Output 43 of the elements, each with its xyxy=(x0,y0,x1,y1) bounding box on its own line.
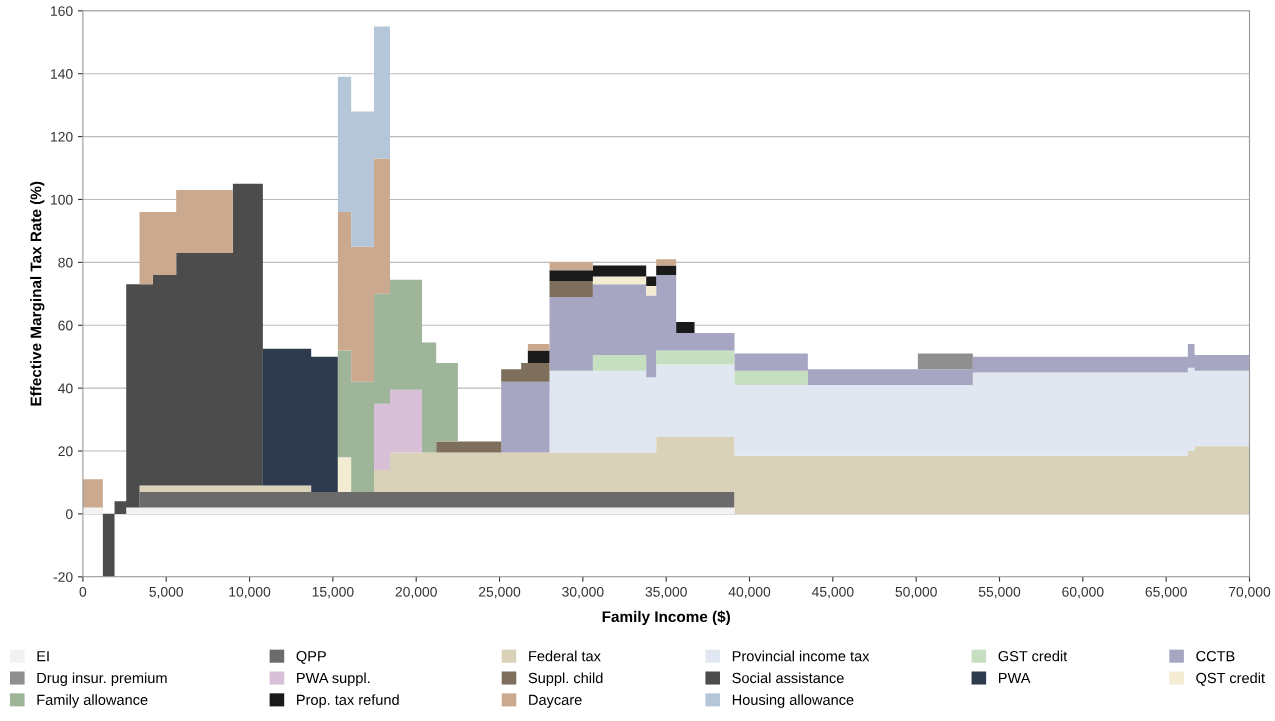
legend-label: PWA xyxy=(999,672,1031,684)
x-tick-label: 70,000 xyxy=(1228,586,1271,599)
x-tick-label: 20,000 xyxy=(395,586,437,599)
x-tick-label: 35,000 xyxy=(645,586,687,599)
x-tick-label: 40,000 xyxy=(728,586,771,599)
y-tick-label: 0 xyxy=(65,509,73,520)
y-tick-label: 20 xyxy=(58,446,73,457)
y-tick-label: 120 xyxy=(51,131,73,142)
y-tick-label: 40 xyxy=(58,383,73,394)
x-tick-label: 50,000 xyxy=(895,586,937,599)
legend-label: QPP xyxy=(296,650,326,664)
legend-label: Social assistance xyxy=(732,672,844,684)
legend-label: Family allowance xyxy=(37,694,148,708)
legend-label: Provincial income tax xyxy=(732,650,870,662)
legend-label: Prop. tax refund xyxy=(297,694,399,708)
y-tick-label: 140 xyxy=(51,69,73,79)
legend-label: QST credit xyxy=(1196,672,1265,686)
y-axis-title: Effective Marginal Tax Rate (%) xyxy=(30,181,45,406)
x-tick-label: 10,000 xyxy=(229,586,271,599)
x-tick-label: 55,000 xyxy=(978,586,1021,599)
legend-label: Federal tax xyxy=(529,650,601,662)
y-tick-label: 100 xyxy=(51,194,73,205)
x-axis-title: Family Income ($) xyxy=(602,610,730,626)
legend-label: Housing allowance xyxy=(732,694,854,708)
legend-label: Suppl. child xyxy=(528,672,603,687)
x-tick-label: 15,000 xyxy=(312,586,354,599)
y-tick-label: -20 xyxy=(53,572,73,582)
y-tick-label: 80 xyxy=(58,257,73,268)
legend-label: GST credit xyxy=(998,650,1068,662)
x-tick-label: 60,000 xyxy=(1062,586,1104,599)
y-tick-label: 60 xyxy=(58,320,73,331)
x-tick-label: 5,000 xyxy=(149,586,184,599)
legend-label: PWA suppl. xyxy=(297,672,370,687)
legend-label: CCTB xyxy=(1196,650,1235,662)
y-tick-label: 160 xyxy=(51,6,73,16)
legend-label: EI xyxy=(37,651,49,662)
x-tick-label: 45,000 xyxy=(811,586,854,599)
x-tick-label: 65,000 xyxy=(1145,586,1187,599)
x-tick-label: 25,000 xyxy=(478,586,521,599)
x-tick-label: 0 xyxy=(79,586,87,597)
legend-label: Drug insur. premium xyxy=(37,672,167,687)
legend-label: Daycare xyxy=(529,694,582,708)
x-tick-label: 30,000 xyxy=(562,586,604,599)
